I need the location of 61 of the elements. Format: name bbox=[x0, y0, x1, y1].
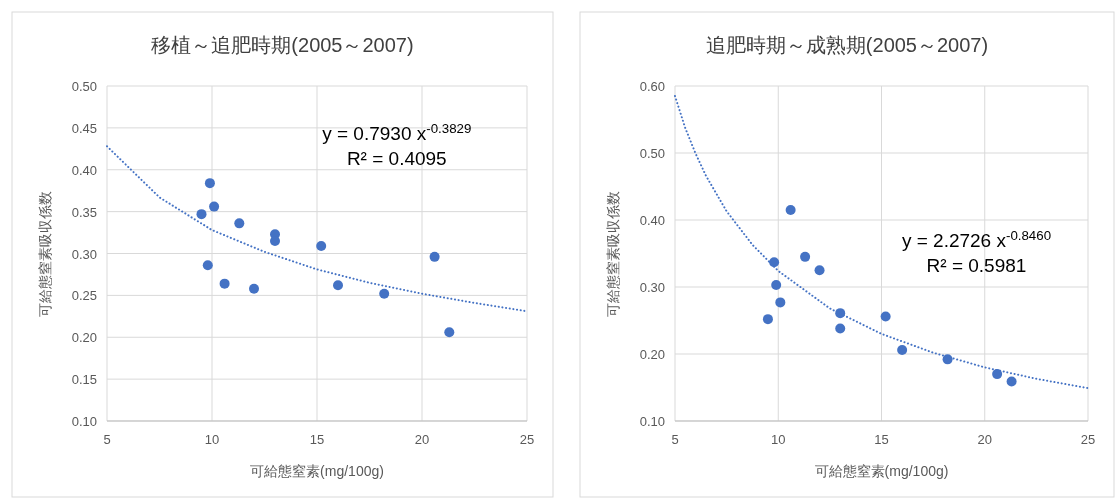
annotation: y = 0.7930 x$^{-0.3829}$ bbox=[322, 120, 472, 144]
point bbox=[897, 344, 908, 355]
x-axis-title: 可給態窒素(mg/100g) bbox=[814, 463, 949, 479]
annotation: y = 2.2726 x$^{-0.8460}$ bbox=[901, 227, 1052, 251]
y-tick-label: 0.20 bbox=[71, 330, 97, 346]
y-tick-label: 0.40 bbox=[639, 213, 665, 228]
y-tick-label: 0.60 bbox=[639, 79, 665, 94]
point bbox=[219, 278, 230, 289]
point bbox=[835, 323, 846, 334]
point bbox=[785, 204, 796, 215]
y-tick-label: 0.40 bbox=[71, 162, 97, 178]
point bbox=[196, 209, 207, 220]
line-series bbox=[674, 95, 1089, 390]
y-tick-label: 0.10 bbox=[639, 414, 665, 429]
y-tick-label: 0.50 bbox=[71, 79, 97, 94]
point bbox=[992, 369, 1003, 380]
chart-title: 移植～追肥時期(2005～2007) bbox=[151, 34, 414, 56]
point bbox=[316, 240, 327, 251]
x-tick-label: 20 bbox=[977, 432, 992, 447]
point bbox=[880, 311, 891, 322]
x-tick-label: 10 bbox=[204, 432, 220, 447]
annotation: R² = 0.5981 bbox=[926, 254, 1027, 276]
point bbox=[771, 279, 782, 290]
point bbox=[202, 260, 213, 271]
y-axis-title: 可給態窒素吸収係数 bbox=[605, 190, 621, 317]
point bbox=[762, 314, 773, 325]
x-tick-label: 10 bbox=[771, 432, 786, 447]
point bbox=[333, 280, 343, 291]
y-tick-label: 0.35 bbox=[71, 204, 97, 220]
annotation: R² = 0.4095 bbox=[346, 147, 447, 169]
y-tick-label: 0.50 bbox=[639, 146, 665, 161]
y-tick-label: 0.45 bbox=[71, 120, 97, 136]
point bbox=[204, 178, 215, 189]
y-tick-label: 0.15 bbox=[71, 372, 97, 388]
point bbox=[209, 201, 220, 212]
x-axis-title: 可給態窒素(mg/100g) bbox=[250, 463, 384, 479]
point bbox=[769, 257, 780, 268]
point bbox=[444, 327, 455, 338]
point bbox=[234, 218, 245, 229]
x-tick-label: 5 bbox=[671, 432, 679, 447]
y-axis-title: 可給態窒素吸収係数 bbox=[37, 190, 53, 317]
x-tick-label: 15 bbox=[874, 432, 889, 447]
point bbox=[800, 251, 811, 262]
point bbox=[1006, 376, 1017, 387]
x-tick-label: 20 bbox=[414, 432, 430, 447]
x-tick-label: 5 bbox=[103, 432, 111, 447]
y-tick-label: 0.10 bbox=[71, 414, 97, 429]
chart-title: 追肥時期～成熟期(2005～2007) bbox=[705, 34, 989, 56]
point bbox=[775, 297, 786, 308]
line-series bbox=[106, 145, 528, 313]
y-tick-label: 0.20 bbox=[639, 347, 665, 362]
y-tick-label: 0.25 bbox=[71, 288, 97, 304]
x-tick-label: 25 bbox=[1080, 432, 1096, 447]
point bbox=[379, 288, 390, 299]
point bbox=[249, 283, 259, 294]
point bbox=[429, 251, 440, 262]
x-tick-label: 25 bbox=[519, 432, 535, 447]
y-tick-label: 0.30 bbox=[71, 246, 97, 262]
x-tick-label: 15 bbox=[309, 432, 325, 447]
y-tick-label: 0.30 bbox=[639, 280, 665, 295]
point bbox=[814, 265, 825, 276]
